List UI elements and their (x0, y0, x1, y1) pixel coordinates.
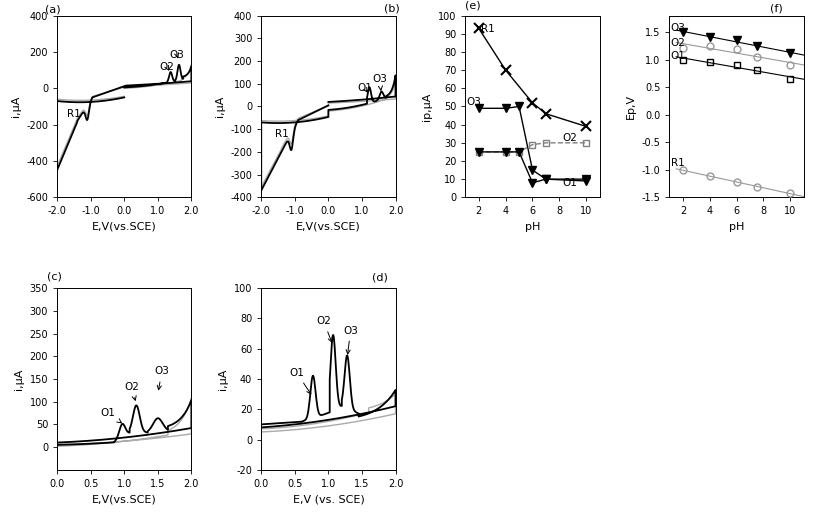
Text: O1: O1 (562, 179, 577, 188)
Text: (e): (e) (465, 1, 481, 10)
X-axis label: E,V (vs. SCE): E,V (vs. SCE) (292, 494, 364, 504)
Text: O3: O3 (372, 74, 387, 90)
Text: (f): (f) (770, 3, 783, 13)
Text: O2: O2 (124, 382, 140, 400)
Text: R1: R1 (275, 129, 288, 139)
Y-axis label: i,μA: i,μA (215, 96, 224, 117)
Text: O3: O3 (467, 97, 481, 106)
Text: O1: O1 (290, 368, 311, 394)
Text: O1: O1 (671, 51, 685, 61)
Text: (a): (a) (46, 4, 61, 14)
Text: O3: O3 (671, 22, 685, 32)
Text: R1: R1 (67, 110, 81, 120)
Y-axis label: i,μA: i,μA (14, 369, 24, 389)
Y-axis label: i,μA: i,μA (218, 369, 228, 389)
Text: O1: O1 (357, 82, 372, 92)
X-axis label: pH: pH (729, 222, 744, 232)
Text: R1: R1 (481, 24, 495, 34)
Text: O3: O3 (154, 366, 170, 390)
Text: O2: O2 (317, 316, 332, 342)
Y-axis label: i,μA: i,μA (11, 96, 20, 117)
Y-axis label: Ep,V: Ep,V (626, 94, 636, 119)
X-axis label: E,V(vs.SCE): E,V(vs.SCE) (296, 222, 361, 232)
X-axis label: E,V(vs.SCE): E,V(vs.SCE) (92, 222, 157, 232)
Y-axis label: ip,μA: ip,μA (423, 92, 432, 121)
Text: R1: R1 (671, 158, 685, 168)
Text: O1: O1 (100, 408, 122, 423)
Text: (d): (d) (372, 272, 388, 282)
Text: O2: O2 (159, 62, 175, 72)
Text: O3: O3 (170, 50, 184, 60)
Text: (b): (b) (384, 3, 400, 13)
Text: O3: O3 (344, 326, 358, 354)
X-axis label: pH: pH (525, 222, 540, 232)
X-axis label: E,V(vs.SCE): E,V(vs.SCE) (92, 494, 157, 504)
Text: (c): (c) (47, 271, 62, 281)
Text: O2: O2 (671, 39, 685, 49)
Text: O2: O2 (562, 133, 577, 143)
